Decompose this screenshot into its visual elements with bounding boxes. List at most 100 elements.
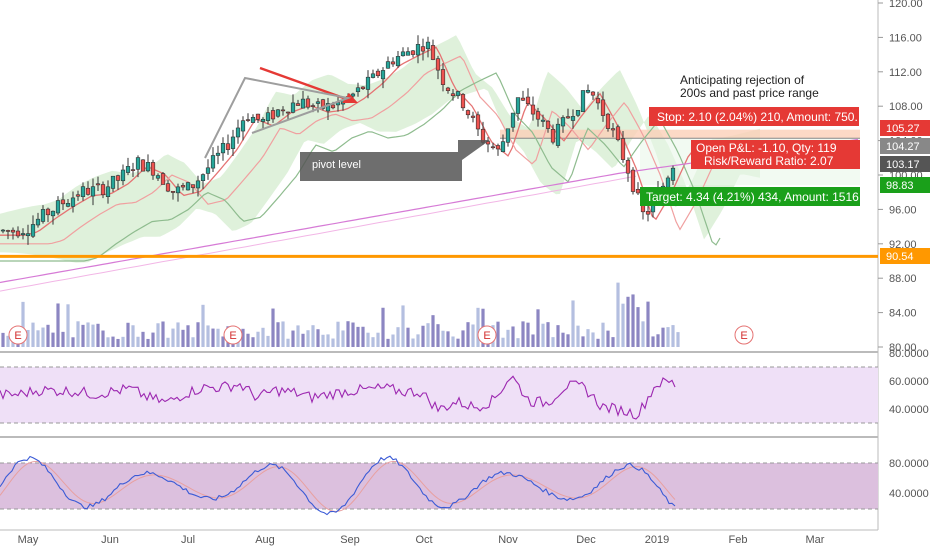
- stoch-k-line: [0, 455, 676, 516]
- volume-bar: [466, 322, 470, 347]
- candle-body: [260, 118, 266, 122]
- volume-bar: [476, 307, 480, 347]
- volume-bar: [566, 334, 570, 347]
- volume-bar: [416, 334, 420, 347]
- volume-bar: [156, 323, 160, 347]
- candle-body: [10, 229, 16, 233]
- candle-body: [150, 162, 156, 176]
- candle-body: [665, 177, 671, 188]
- earnings-marker-label: E: [229, 330, 236, 342]
- volume-bar: [131, 325, 135, 347]
- volume-bar: [206, 325, 210, 347]
- time-tick-label: Jun: [101, 534, 119, 546]
- open-pl-label: Open P&L: -1.10, Qty: 119: [696, 141, 837, 155]
- candle-body: [305, 98, 311, 108]
- volume-bar: [51, 332, 55, 347]
- candle-body: [60, 199, 66, 205]
- candle-body: [420, 46, 426, 52]
- volume-bar: [306, 330, 310, 347]
- volume-bar: [146, 338, 150, 347]
- volume-bar: [106, 337, 110, 347]
- volume-bar: [101, 330, 105, 347]
- note-line: 200s and past price range: [680, 86, 819, 100]
- last-price-label: 103.17: [886, 159, 920, 171]
- candle-body: [385, 61, 391, 69]
- volume-bar: [611, 337, 615, 347]
- volume-bar: [46, 324, 50, 347]
- volume-bar: [651, 336, 655, 347]
- volume-bar: [41, 327, 45, 347]
- volume-bar: [456, 338, 460, 347]
- candle-body: [160, 173, 166, 185]
- volume-bar: [121, 336, 125, 347]
- volume-bar: [381, 307, 385, 347]
- volume-bar: [471, 324, 475, 347]
- open-pl-label-bg: [691, 140, 860, 169]
- volume-bar: [511, 326, 515, 347]
- volume-bar: [86, 322, 90, 347]
- volume-bar: [246, 333, 250, 347]
- candle-body: [510, 112, 516, 128]
- candle-body: [240, 120, 246, 132]
- candle-body: [450, 93, 456, 97]
- volume-bar: [446, 331, 450, 347]
- volume-bar: [186, 325, 190, 347]
- volume-bar: [676, 332, 680, 347]
- volume-bar: [76, 321, 80, 347]
- volume-bar: [351, 322, 355, 347]
- candle-body: [205, 167, 211, 174]
- volume-bar: [151, 332, 155, 347]
- candle-body: [115, 175, 121, 181]
- candle-body: [535, 111, 541, 120]
- stop-zone: [500, 129, 860, 139]
- volume-bar: [21, 301, 25, 347]
- volume-bar: [576, 325, 580, 347]
- candle-body: [15, 230, 21, 237]
- volume-bar: [116, 338, 120, 347]
- volume-bar: [556, 325, 560, 347]
- candle-body: [375, 70, 381, 77]
- candle-body: [615, 126, 621, 141]
- candle-body: [110, 175, 116, 189]
- candle-body: [235, 127, 241, 138]
- volume-bar: [526, 322, 530, 347]
- candle-body: [200, 174, 206, 181]
- price-tick-label: 112.00: [889, 67, 922, 79]
- candle-body: [545, 120, 551, 129]
- candle-body: [280, 109, 286, 112]
- volume-bar: [461, 330, 465, 347]
- candle-body: [125, 166, 131, 173]
- volume-bar: [641, 321, 645, 347]
- volume-bar: [56, 303, 60, 347]
- time-tick-label: Sep: [340, 534, 360, 546]
- ma-line-200-band: [0, 175, 637, 292]
- volume-bar: [386, 338, 390, 347]
- time-tick-label: Mar: [806, 534, 825, 546]
- candle-body: [190, 184, 196, 188]
- volume-bar: [581, 336, 585, 347]
- last-price-tag: [880, 156, 930, 172]
- volume-bar: [586, 329, 590, 347]
- candle-body: [70, 197, 76, 207]
- candle-body: [595, 98, 601, 104]
- rsi-tick-label: 60.0000: [889, 376, 929, 388]
- volume-bar: [571, 300, 575, 347]
- volume-bar: [331, 338, 335, 347]
- candle-body: [550, 129, 556, 143]
- candle-body: [585, 89, 591, 93]
- price-tick-label: 80.00: [889, 342, 917, 354]
- candle-body: [475, 114, 481, 130]
- candle-body: [370, 73, 376, 78]
- volume-bar: [36, 330, 40, 347]
- note-annotation: Anticipating rejection of 200s and past p…: [670, 72, 826, 104]
- candle-body: [350, 93, 356, 97]
- candle-body: [275, 109, 281, 117]
- candle-body: [400, 51, 406, 57]
- candle-body: [30, 224, 36, 237]
- volume-bar: [371, 337, 375, 347]
- volume-bar: [546, 322, 550, 347]
- support-price-label: 90.54: [886, 251, 914, 263]
- volume-bar: [66, 304, 70, 347]
- candle-body: [485, 141, 491, 145]
